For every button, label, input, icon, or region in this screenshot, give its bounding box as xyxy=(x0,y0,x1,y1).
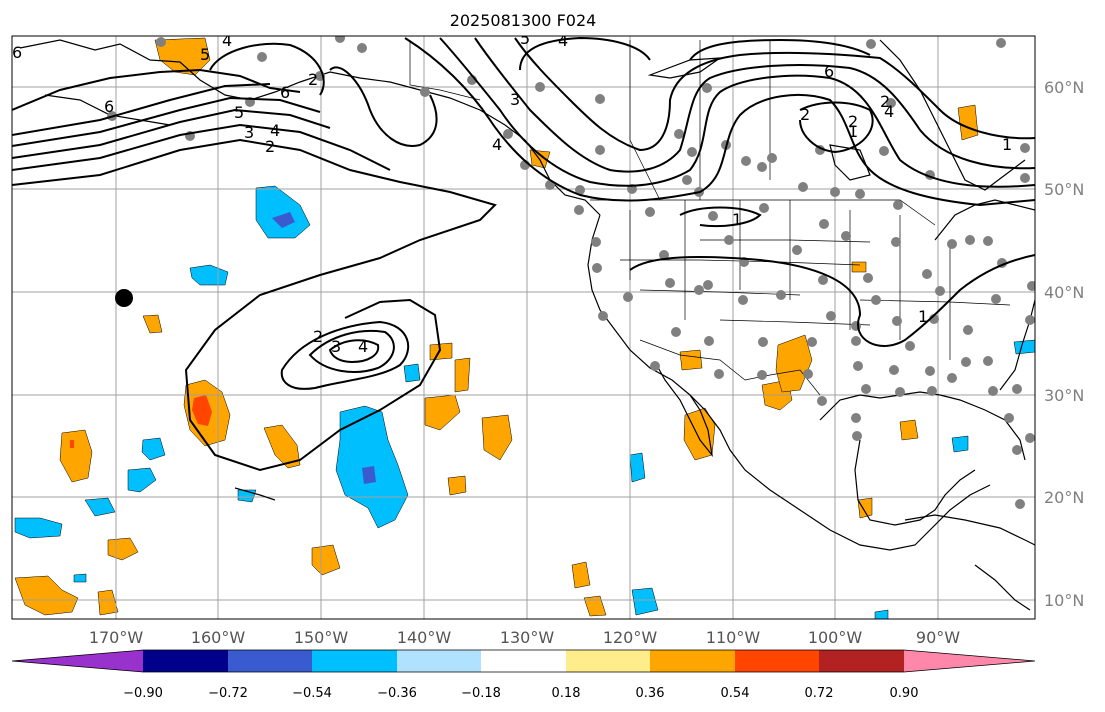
strong-negative-shading xyxy=(272,212,376,484)
lon-label: 140°W xyxy=(397,628,452,647)
lon-label: 100°W xyxy=(808,628,863,647)
colorbar-tick-label: −0.90 xyxy=(123,686,163,701)
contour-label: 6 xyxy=(104,97,114,116)
contour-label: 2 xyxy=(880,92,890,111)
contour-label: 4 xyxy=(492,135,502,154)
colorbar-tick-label: −0.72 xyxy=(208,686,248,701)
contour-label: 6 xyxy=(824,62,834,81)
colorbar-tick-label: 0.18 xyxy=(552,686,581,701)
contour-label: 4 xyxy=(270,121,280,140)
colorbar-ticks: −0.90 −0.72 −0.54 −0.36 −0.18 0.18 0.36 … xyxy=(123,686,918,701)
map-frame xyxy=(11,35,1036,620)
colorbar-segment xyxy=(904,650,1035,672)
contour-lines xyxy=(12,36,1035,472)
colorbar-segment xyxy=(12,650,143,672)
longitude-labels: 170°W 160°W 150°W 140°W 130°W 120°W 110°… xyxy=(89,628,960,647)
lat-label: 10°N xyxy=(1044,591,1084,610)
contour-labels: 4 5 6 6 5 4 3 2 6 2 4 5 4 3 2 6 2 1 4 2 … xyxy=(12,29,1012,356)
colorbar-segment xyxy=(650,650,735,672)
colorbar-segment xyxy=(312,650,397,672)
lon-label: 90°W xyxy=(916,628,960,647)
contour-label: 4 xyxy=(558,31,568,50)
colorbar-segment xyxy=(397,650,481,672)
station-markers xyxy=(107,36,1035,509)
lon-label: 110°W xyxy=(706,628,761,647)
colorbar-tick-label: −0.18 xyxy=(461,686,501,701)
lon-label: 170°W xyxy=(89,628,144,647)
contour-label: 4 xyxy=(884,102,894,121)
contour-label: 1 xyxy=(1002,135,1012,154)
colorbar-outline xyxy=(11,649,1036,673)
colorbar-segment xyxy=(735,650,819,672)
contour-label: 3 xyxy=(244,123,254,142)
lat-lon-grid xyxy=(12,36,1035,619)
colorbar-segment xyxy=(143,650,228,672)
contour-label: 6 xyxy=(280,83,290,102)
contour-label: 3 xyxy=(510,90,520,109)
contour-label: 2 xyxy=(848,112,858,131)
colorbar-segment xyxy=(228,650,312,672)
contour-label: 4 xyxy=(358,337,368,356)
contour-label: 5 xyxy=(234,103,244,122)
contour-label: 4 xyxy=(222,31,232,50)
contour-label: 6 xyxy=(12,43,22,62)
lat-label: 20°N xyxy=(1044,488,1084,507)
latitude-labels: 60°N 50°N 40°N 30°N 20°N 10°N xyxy=(1044,78,1084,610)
map-area: 4 5 6 6 5 4 3 2 6 2 4 5 4 3 2 6 2 1 4 2 … xyxy=(12,29,1035,619)
colorbar-tick-label: −0.54 xyxy=(292,686,332,701)
strong-positive-shading xyxy=(70,395,212,448)
contour-label: 2 xyxy=(265,137,275,156)
contour-label: 5 xyxy=(520,29,530,48)
colorbar xyxy=(11,649,1036,673)
contour-label: 1 xyxy=(918,307,928,326)
lon-label: 130°W xyxy=(500,628,555,647)
colorbar-segment xyxy=(566,650,650,672)
contour-label: 2 xyxy=(313,327,323,346)
colorbar-segment xyxy=(481,650,566,672)
contour-label: 1 xyxy=(848,122,858,141)
lon-label: 160°W xyxy=(191,628,246,647)
lat-label: 30°N xyxy=(1044,386,1084,405)
contour-label: 3 xyxy=(331,337,341,356)
contour-label: 2 xyxy=(800,105,810,124)
map-title: 2025081300 F024 xyxy=(450,11,597,30)
colorbar-tick-label: 0.36 xyxy=(636,686,665,701)
lon-label: 150°W xyxy=(294,628,349,647)
lat-label: 40°N xyxy=(1044,283,1084,302)
lat-label: 50°N xyxy=(1044,180,1084,199)
coastlines xyxy=(19,39,1035,611)
colorbar-tick-label: −0.36 xyxy=(377,686,417,701)
location-marker xyxy=(115,289,133,307)
colorbar-tick-label: 0.90 xyxy=(890,686,919,701)
colorbar-tick-label: 0.54 xyxy=(721,686,750,701)
contour-label: 1 xyxy=(732,210,742,229)
colorbar-tick-label: 0.72 xyxy=(805,686,834,701)
lon-label: 120°W xyxy=(603,628,658,647)
colorbar-segment xyxy=(819,650,904,672)
lat-label: 60°N xyxy=(1044,78,1084,97)
contour-label: 2 xyxy=(308,70,318,89)
contour-label: 5 xyxy=(200,45,210,64)
